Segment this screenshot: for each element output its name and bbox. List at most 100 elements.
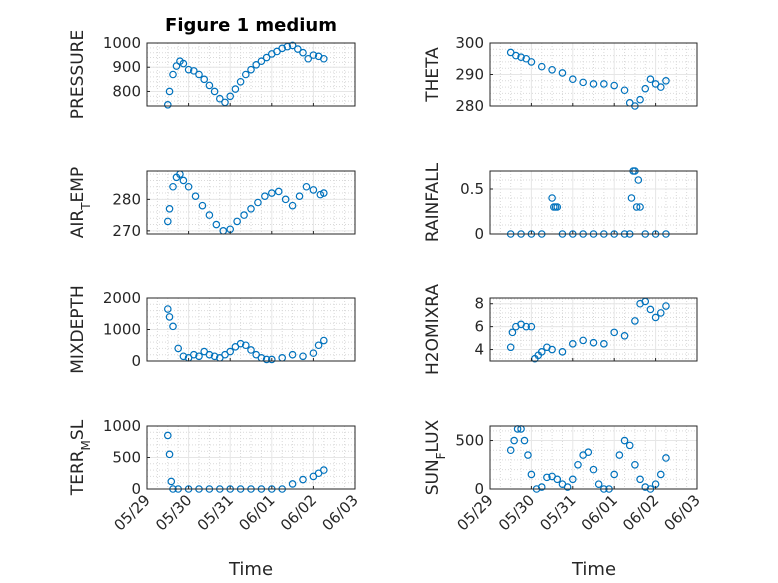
y-axis-label: MIXDEPTH [68, 285, 88, 374]
x-axis-label-right: Time [571, 559, 616, 580]
x-tick-label: 06/03 [661, 491, 704, 534]
data-point [200, 75, 209, 84]
data-point [524, 451, 532, 459]
subplot-3: 270 280 AIRTEMP [68, 167, 356, 240]
data-point [625, 441, 634, 450]
data-point [262, 53, 271, 62]
data-point [169, 182, 177, 191]
data-point [205, 350, 214, 359]
axes-box [146, 170, 356, 235]
y-tick-label: 280 [455, 97, 484, 115]
data-point [267, 355, 276, 364]
data-point [548, 345, 556, 354]
data-point [568, 475, 577, 484]
y-tick-label: 280 [112, 190, 141, 208]
data-point [247, 65, 255, 74]
data-point [233, 217, 241, 226]
data-point [579, 78, 587, 87]
x-tick-label: 06/02 [619, 491, 662, 534]
data-point [517, 53, 525, 61]
data-point [527, 322, 536, 331]
y-tick-label: 4 [474, 341, 484, 359]
subplot-6: 4 6 8 H2OMIXRA [423, 284, 698, 375]
data-point [184, 65, 193, 74]
data-point [299, 352, 307, 361]
x-tick-label: 06/01 [578, 491, 621, 534]
axes-box [146, 42, 356, 107]
y-axis-label: RAINFALL [423, 162, 443, 242]
data-point [506, 343, 515, 352]
data-point [537, 62, 546, 71]
data-point [563, 483, 572, 491]
data-point [568, 340, 577, 348]
data-point [646, 75, 655, 84]
data-point [302, 182, 311, 191]
data-point [242, 70, 250, 79]
data-point [221, 98, 229, 107]
data-point [261, 192, 269, 201]
data-point [600, 80, 608, 88]
data-point [615, 451, 624, 459]
y-axis-label: PRESSURE [68, 30, 88, 119]
data-point [274, 187, 283, 196]
data-point [164, 305, 172, 313]
subplot-1: 800 900 1000 PRESSURE [68, 30, 356, 119]
data-point [179, 176, 188, 185]
data-point [309, 349, 318, 357]
data-point [594, 480, 603, 488]
data-point [610, 328, 619, 337]
data-point [641, 84, 650, 93]
data-point [295, 192, 304, 201]
data-point [632, 203, 641, 211]
y-axis-label: SUNFLUX [423, 419, 448, 495]
data-point [169, 322, 177, 331]
data-point [589, 338, 598, 347]
data-point [319, 54, 328, 63]
y-tick-label: 500 [455, 432, 484, 450]
data-point [543, 473, 551, 482]
subplot-2: 280 290 300 THETA [423, 34, 698, 115]
data-point [179, 59, 188, 68]
data-point [278, 44, 287, 53]
data-point [205, 81, 214, 90]
data-point [236, 77, 245, 86]
data-point [210, 352, 219, 361]
data-point [319, 466, 328, 474]
data-point [589, 80, 598, 88]
data-point [236, 339, 245, 348]
data-point [165, 205, 174, 213]
y-tick-label: 1000 [103, 34, 141, 52]
data-point [553, 203, 562, 211]
data-point [231, 85, 240, 93]
x-tick-label: 05/31 [536, 491, 579, 534]
y-tick-label: 0 [131, 480, 141, 498]
data-point [631, 460, 639, 469]
data-point [574, 460, 582, 469]
data-point [288, 350, 297, 359]
y-tick-label: 900 [112, 58, 141, 76]
data-point [288, 201, 297, 210]
data-point [620, 436, 629, 445]
data-point [610, 81, 619, 90]
data-point [226, 92, 235, 101]
data-point [293, 45, 302, 53]
data-point [174, 344, 183, 353]
y-tick-label: 1000 [103, 321, 141, 339]
data-point [304, 54, 313, 63]
y-tick-label: 1000 [103, 417, 141, 435]
subplot-7: 0500100005/2905/3005/3106/0106/0206/03TE… [68, 417, 362, 534]
data-point [620, 331, 629, 340]
data-point [191, 192, 200, 201]
data-point [553, 475, 562, 484]
axes-box [489, 297, 698, 362]
data-point [527, 470, 536, 479]
x-tick-label: 06/01 [235, 491, 278, 534]
data-point [288, 480, 297, 488]
subplot-5: 0 1000 2000 MIXDEPTH [68, 285, 356, 374]
data-point [636, 95, 644, 104]
x-tick-label: 05/31 [194, 491, 237, 534]
data-point [184, 182, 193, 191]
data-point [620, 86, 629, 95]
data-point [636, 475, 644, 484]
data-point [240, 211, 248, 219]
